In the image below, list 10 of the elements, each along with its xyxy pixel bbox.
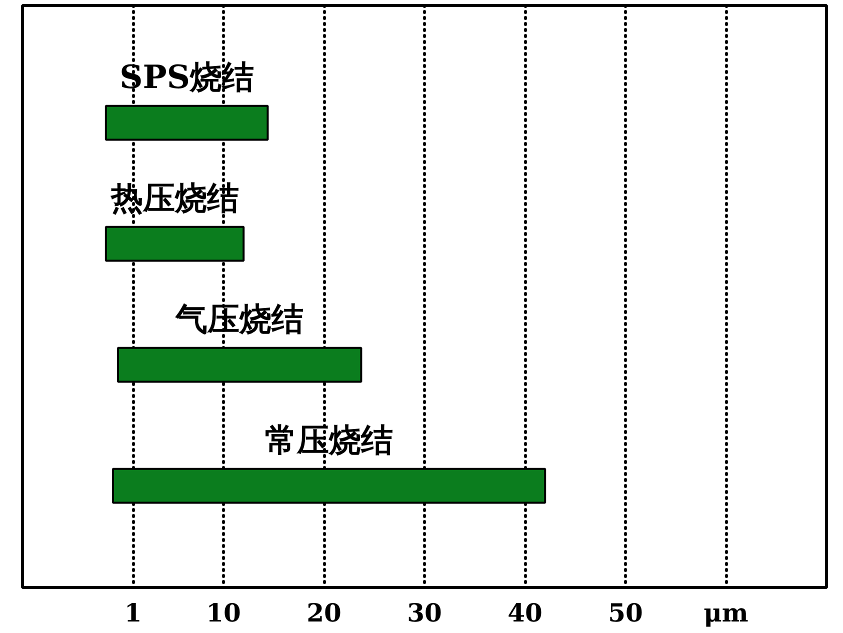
y-tick-label: SPS烧结 — [120, 58, 254, 96]
x-tick-label: 20 — [306, 598, 342, 628]
y-tick-label: 热压烧结 — [110, 178, 239, 217]
x-tick-label: 10 — [206, 598, 241, 628]
x-tick-label: 1 — [124, 598, 142, 628]
x-tick-label: 50 — [608, 598, 643, 628]
x-tick-label: 30 — [407, 598, 442, 628]
y-tick-label: 常压烧结 — [265, 420, 394, 459]
x-tick-label: 40 — [508, 598, 542, 628]
x-tick-label: μm — [704, 598, 748, 628]
